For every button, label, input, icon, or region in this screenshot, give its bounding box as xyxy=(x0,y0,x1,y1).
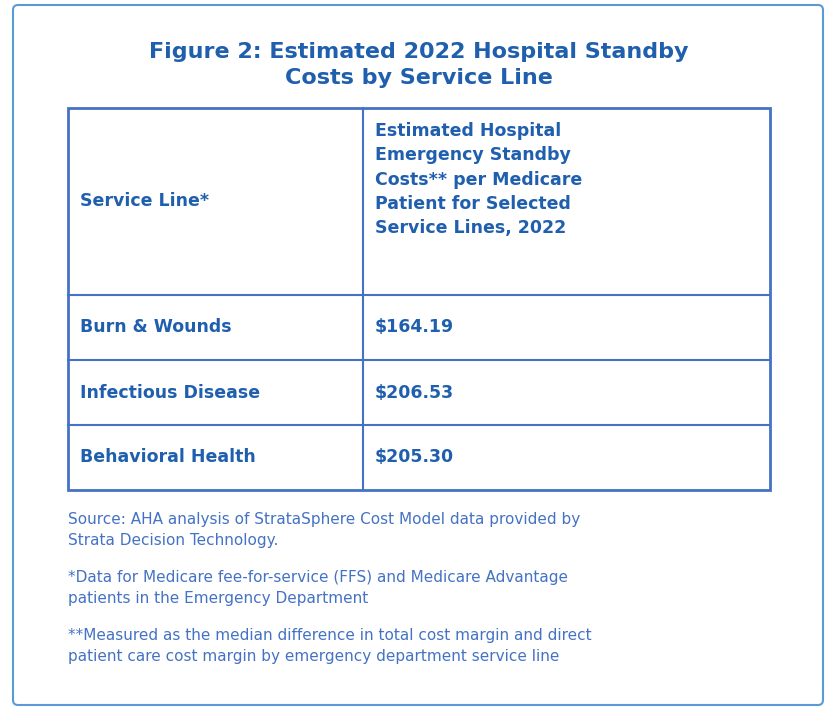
Text: Source: AHA analysis of StrataSphere Cost Model data provided by
Strata Decision: Source: AHA analysis of StrataSphere Cos… xyxy=(68,512,580,548)
Text: Estimated Hospital
Emergency Standby
Costs** per Medicare
Patient for Selected
S: Estimated Hospital Emergency Standby Cos… xyxy=(375,122,582,237)
Bar xyxy=(68,108,770,490)
Text: Figure 2: Estimated 2022 Hospital Standby: Figure 2: Estimated 2022 Hospital Standb… xyxy=(149,42,689,62)
FancyBboxPatch shape xyxy=(13,5,823,705)
Text: *Data for Medicare fee-for-service (FFS) and Medicare Advantage
patients in the : *Data for Medicare fee-for-service (FFS)… xyxy=(68,570,568,606)
Text: Infectious Disease: Infectious Disease xyxy=(80,384,260,402)
Text: **Measured as the median difference in total cost margin and direct
patient care: **Measured as the median difference in t… xyxy=(68,628,592,664)
Text: $206.53: $206.53 xyxy=(375,384,454,402)
Text: Burn & Wounds: Burn & Wounds xyxy=(80,318,231,337)
Text: Costs by Service Line: Costs by Service Line xyxy=(285,68,553,88)
Text: Service Line*: Service Line* xyxy=(80,192,210,211)
Text: $205.30: $205.30 xyxy=(375,449,454,466)
Text: Behavioral Health: Behavioral Health xyxy=(80,449,256,466)
Text: $164.19: $164.19 xyxy=(375,318,454,337)
